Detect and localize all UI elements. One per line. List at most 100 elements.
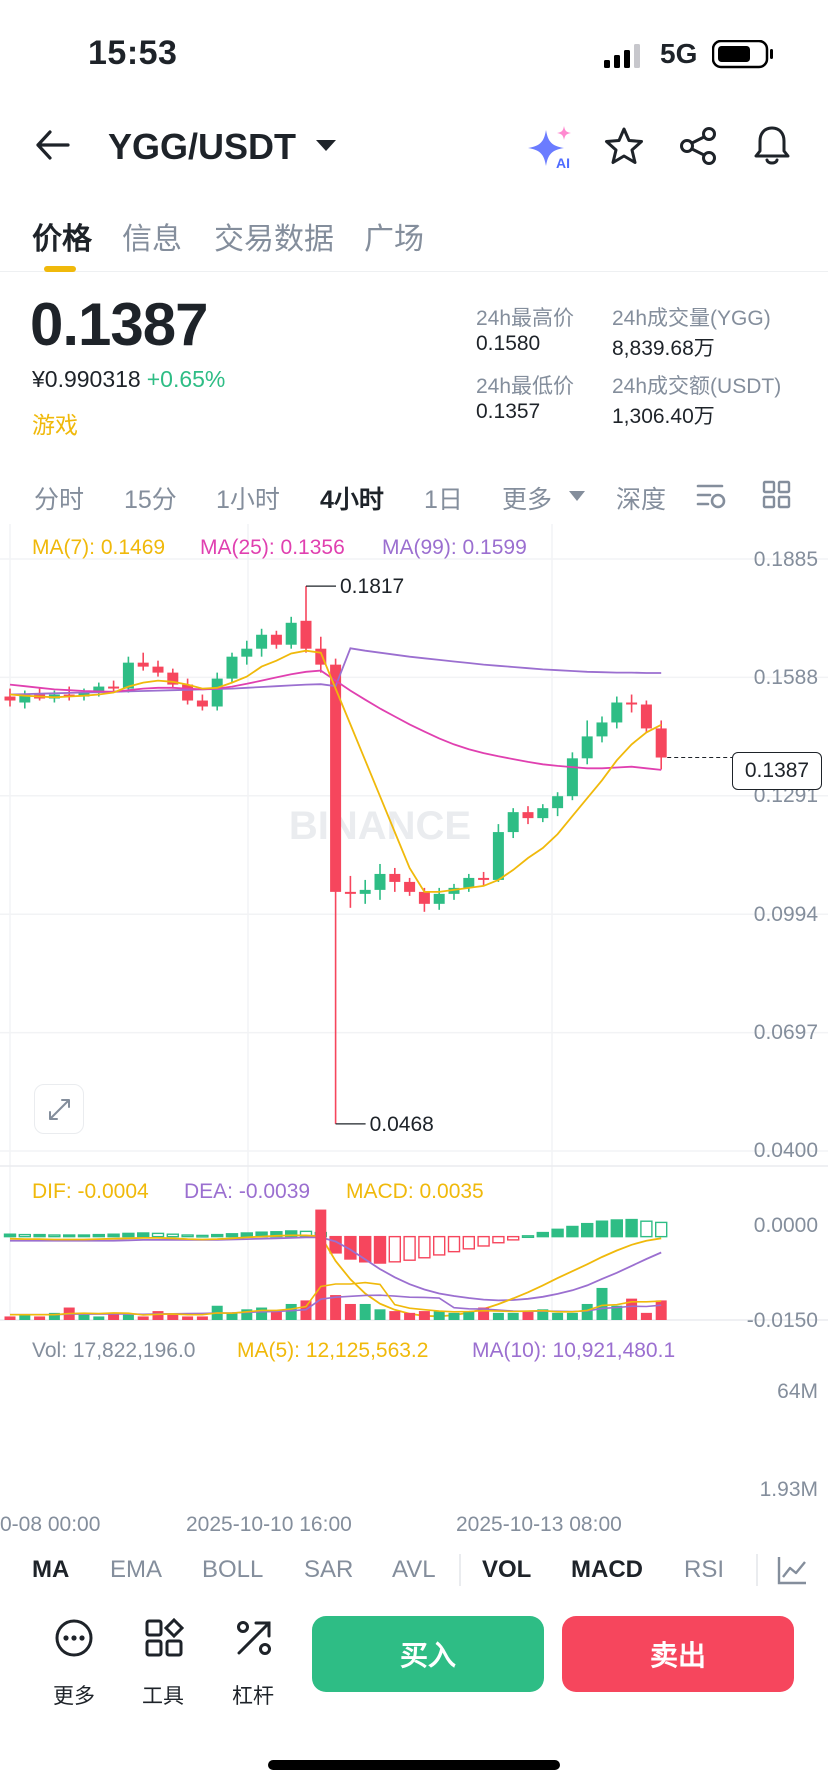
interval-more[interactable]: 更多 xyxy=(502,486,553,514)
indicator-macd[interactable]: MACD xyxy=(571,1556,643,1583)
candle-down xyxy=(640,704,652,729)
candle-up xyxy=(611,702,623,723)
volume-bar xyxy=(48,1312,60,1320)
candle-up xyxy=(78,692,90,697)
interval-4h[interactable]: 4小时 xyxy=(320,486,384,514)
macd-bar-positive xyxy=(595,1220,609,1238)
tab-price[interactable]: 价格 xyxy=(32,223,92,256)
volume-bar xyxy=(374,1309,386,1320)
candle-down xyxy=(196,700,208,707)
dea-legend: DEA: -0.0039 xyxy=(184,1180,311,1203)
interval-depth[interactable]: 深度 xyxy=(616,486,667,514)
alert-bell-icon[interactable] xyxy=(752,124,792,168)
high-label: 24h最高价 xyxy=(476,307,575,330)
dea-line xyxy=(10,1236,662,1302)
indicator-avl[interactable]: AVL xyxy=(392,1556,436,1583)
fiat-price-line: ¥0.990318 +0.65% xyxy=(32,366,225,393)
macd-bar-positive xyxy=(640,1220,653,1238)
home-indicator xyxy=(268,1760,560,1770)
macd-bar-negative xyxy=(433,1235,446,1256)
high-price-marker: 0.1817 xyxy=(340,575,404,598)
volume-bar xyxy=(19,1314,31,1320)
candle-up xyxy=(226,656,238,679)
macd-bar-negative xyxy=(388,1235,401,1263)
macd-bar-positive xyxy=(551,1228,564,1238)
chart-settings-icon[interactable] xyxy=(696,482,728,510)
interval-timeline[interactable]: 分时 xyxy=(34,486,85,514)
macd-bar-positive xyxy=(151,1232,165,1238)
indicator-ema[interactable]: EMA xyxy=(110,1556,163,1583)
candle-down xyxy=(315,648,327,665)
vol-ma10-legend: MA(10): 10,921,480.1 xyxy=(472,1339,676,1362)
indicator-settings-icon[interactable] xyxy=(776,1554,808,1586)
macd-bar-positive xyxy=(92,1233,106,1238)
time-axis-label: 2025-10-13 08:00 xyxy=(456,1513,622,1536)
macd-bar-negative xyxy=(344,1235,357,1260)
volume-bar xyxy=(78,1314,90,1320)
page-tabs: 价格 信息 交易数据 广场 xyxy=(0,206,828,272)
volume-bar xyxy=(182,1316,194,1320)
indicator-divider xyxy=(756,1554,758,1586)
macd-axis-label: -0.0150 xyxy=(746,1309,818,1332)
more-icon[interactable] xyxy=(54,1618,94,1658)
indicator-rsi[interactable]: RSI xyxy=(684,1556,725,1583)
more-button-label[interactable]: 更多 xyxy=(53,1685,95,1708)
volume-bar xyxy=(418,1311,430,1320)
macd-bar-negative xyxy=(462,1235,475,1250)
layout-grid-icon[interactable] xyxy=(762,480,792,510)
volume-bar xyxy=(122,1314,134,1320)
candle-down xyxy=(167,672,179,685)
macd-bar-negative xyxy=(403,1235,416,1261)
sell-button[interactable]: 卖出 xyxy=(562,1616,794,1692)
macd-bar-positive xyxy=(122,1232,135,1238)
candle-up xyxy=(552,796,564,809)
macd-bar-positive xyxy=(3,1233,17,1238)
kline-chart[interactable]: BINANCE 0.1817 0.0468 xyxy=(0,524,828,1520)
pair-dropdown-icon[interactable] xyxy=(314,138,338,154)
macd-bar-positive xyxy=(521,1235,535,1239)
interval-1d[interactable]: 1日 xyxy=(424,486,463,514)
favorite-star-icon[interactable] xyxy=(604,126,644,166)
leverage-icon[interactable] xyxy=(234,1618,274,1658)
low-price-marker: 0.0468 xyxy=(370,1113,434,1136)
interval-15m[interactable]: 15分 xyxy=(124,486,177,514)
candle-down xyxy=(626,702,638,705)
tools-icon[interactable] xyxy=(144,1618,184,1658)
volume-bar xyxy=(93,1316,105,1320)
tab-info[interactable]: 信息 xyxy=(122,223,182,256)
indicator-ma[interactable]: MA xyxy=(32,1556,70,1583)
price-axis-label: 0.1588 xyxy=(753,666,818,689)
back-arrow-icon[interactable] xyxy=(34,128,72,162)
tab-square[interactable]: 广场 xyxy=(364,223,424,256)
price-change: +0.65% xyxy=(146,366,226,392)
macd-bar-positive xyxy=(48,1234,61,1238)
trading-pair-title[interactable]: YGG/USDT xyxy=(108,126,297,167)
volume-bar xyxy=(537,1309,549,1320)
candle-down xyxy=(655,728,667,758)
share-icon[interactable] xyxy=(678,126,720,166)
candle-up xyxy=(566,758,578,797)
high-value: 0.1580 xyxy=(476,332,541,355)
macd-bar-positive xyxy=(625,1218,638,1238)
tab-trading-data[interactable]: 交易数据 xyxy=(214,223,334,256)
volume-bar xyxy=(270,1311,282,1320)
tools-button-label[interactable]: 工具 xyxy=(142,1685,184,1708)
leverage-button-label[interactable]: 杠杆 xyxy=(232,1685,274,1708)
macd-bar-positive xyxy=(225,1233,239,1238)
indicator-vol[interactable]: VOL xyxy=(482,1556,532,1583)
candle-up xyxy=(241,648,253,657)
buy-button[interactable]: 买入 xyxy=(312,1616,544,1692)
more-dropdown-icon[interactable] xyxy=(568,490,586,502)
fullscreen-button[interactable] xyxy=(34,1084,84,1134)
macd-bar-negative xyxy=(418,1235,431,1259)
ai-sparkle-icon[interactable]: AI xyxy=(528,124,574,170)
header: YGG/USDT AI xyxy=(0,110,828,190)
volume-bar xyxy=(566,1312,578,1320)
volume-bar xyxy=(581,1303,593,1320)
category-tag[interactable]: 游戏 xyxy=(32,412,78,438)
indicator-boll[interactable]: BOLL xyxy=(202,1556,264,1583)
ma99-legend: MA(99): 0.1599 xyxy=(382,536,527,559)
interval-1h[interactable]: 1小时 xyxy=(216,486,280,514)
ma25-legend: MA(25): 0.1356 xyxy=(200,536,345,559)
indicator-sar[interactable]: SAR xyxy=(304,1556,354,1583)
